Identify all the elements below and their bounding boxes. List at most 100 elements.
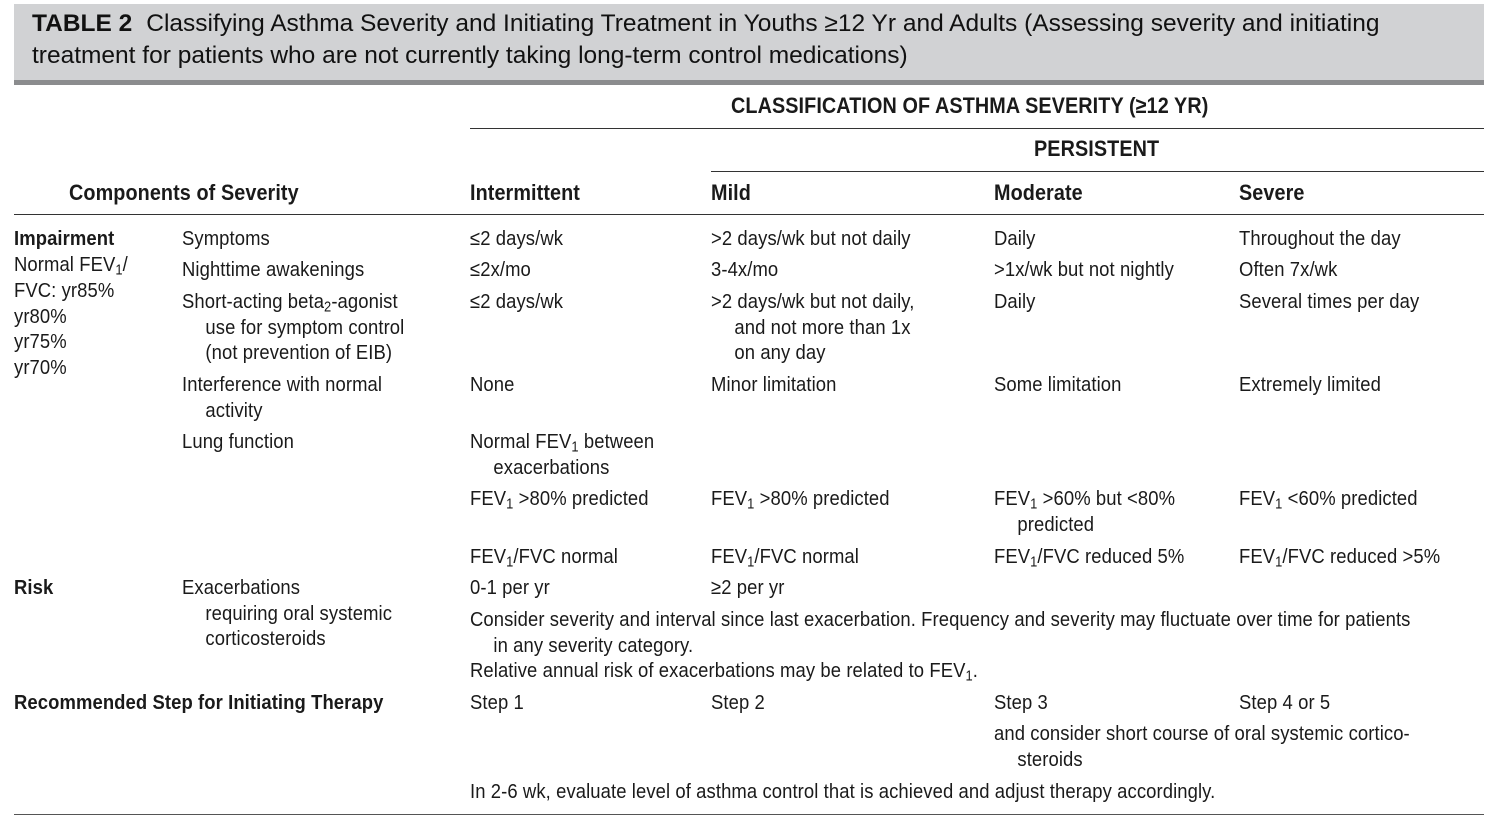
- step-mild: Step 2: [711, 691, 765, 714]
- fev-word: FEV: [470, 487, 507, 510]
- risk-persistent: ≥2 per yr: [711, 576, 785, 599]
- steroid-note-line1: and consider short course of oral system…: [994, 722, 1410, 745]
- ratio-intermittent: FEV1/FVC normal: [470, 544, 618, 570]
- fev-word: FEV: [711, 545, 748, 568]
- fev-subscript: 1: [1030, 496, 1038, 513]
- steroid-note-line2: steroids: [1017, 748, 1083, 771]
- fev-subscript: 1: [506, 496, 514, 513]
- classification-rule: [470, 128, 1484, 129]
- fev-severe: FEV1 <60% predicted: [1239, 486, 1418, 512]
- nighttime-moderate: >1x/wk but not nightly: [994, 258, 1174, 281]
- ratio-moderate: FEV1/FVC reduced 5%: [994, 544, 1184, 570]
- nighttime-severe: Often 7x/wk: [1239, 258, 1338, 281]
- table-bottom-rule: [14, 814, 1484, 815]
- risk-note-line2: in any severity category.: [493, 634, 694, 657]
- caption-rule: [14, 80, 1484, 85]
- fev-word: FEV: [1239, 487, 1276, 510]
- fev-intermittent-value: >80% predicted: [513, 487, 649, 510]
- interference-mild: Minor limitation: [711, 373, 837, 396]
- symptoms-mild: >2 days/wk but not daily: [711, 227, 911, 250]
- ratio-moderate-value: reduced 5%: [1079, 545, 1185, 568]
- fev-mild: FEV1 >80% predicted: [711, 486, 890, 512]
- saba-mild-line2: and not more than 1x: [734, 316, 911, 339]
- persistent-rule: [711, 171, 1484, 172]
- interference-label-line1: Interference with normal: [182, 373, 383, 396]
- lung-normal-post: between: [578, 430, 655, 453]
- table-caption: TABLE 2 Classifying Asthma Severity and I…: [14, 4, 1484, 80]
- intermittent-header: Intermittent: [470, 180, 580, 205]
- risk-title: Risk: [14, 576, 54, 599]
- symptoms-intermittent: ≤2 days/wk: [470, 227, 564, 250]
- impairment-normal-line1: Normal FEV1/: [14, 252, 128, 278]
- saba-mild-line1: >2 days/wk but not daily,: [711, 290, 915, 313]
- caption-text: TABLE 2 Classifying Asthma Severity and I…: [32, 8, 1466, 72]
- impairment-normal-text: Normal FEV: [14, 253, 116, 276]
- impairment-age-line: yr80%: [14, 305, 67, 328]
- risk-intermittent: 0-1 per yr: [470, 576, 550, 599]
- beta-subscript: 2: [324, 299, 332, 316]
- step-moderate: Step 3: [994, 691, 1048, 714]
- lung-normal-line2: exacerbations: [493, 456, 610, 479]
- saba-label-pre: Short-acting beta: [182, 290, 325, 313]
- ratio-fvc: /FVC: [1282, 545, 1325, 568]
- lung-normal-pre: Normal FEV: [470, 430, 572, 453]
- symptoms-severe: Throughout the day: [1239, 227, 1401, 250]
- risk-note-period: .: [972, 659, 979, 682]
- impairment-age-line: yr70%: [14, 356, 67, 379]
- fev-mild-value: >80% predicted: [754, 487, 890, 510]
- components-header: Components of Severity: [69, 180, 299, 205]
- risk-note-line1: Consider severity and interval since las…: [470, 608, 1411, 631]
- header-bottom-rule: [14, 214, 1484, 215]
- fev-word: FEV: [994, 545, 1031, 568]
- fev-severe-value: <60% predicted: [1282, 487, 1418, 510]
- saba-moderate: Daily: [994, 290, 1036, 313]
- saba-severe: Several times per day: [1239, 290, 1420, 313]
- persistent-header: PERSISTENT: [1034, 136, 1160, 161]
- fev-subscript: 1: [1275, 554, 1283, 571]
- classification-header: CLASSIFICATION OF ASTHMA SEVERITY (≥12 Y…: [731, 93, 1209, 118]
- fev-word: FEV: [711, 487, 748, 510]
- severe-header: Severe: [1239, 180, 1305, 205]
- fev-subscript: 1: [115, 262, 123, 279]
- ratio-mild: FEV1/FVC normal: [711, 544, 859, 570]
- table-title: Classifying Asthma Severity and Initiati…: [32, 10, 1380, 69]
- symptoms-label: Symptoms: [182, 227, 270, 250]
- step-severe: Step 4 or 5: [1239, 691, 1331, 714]
- risk-label-line2: requiring oral systemic: [205, 602, 393, 625]
- saba-label-post: -agonist: [331, 290, 398, 313]
- symptoms-moderate: Daily: [994, 227, 1036, 250]
- ratio-severe: FEV1/FVC reduced >5%: [1239, 544, 1440, 570]
- impairment-age-line: yr75%: [14, 330, 67, 353]
- risk-note-line3: Relative annual risk of exacerbations ma…: [470, 658, 978, 684]
- nighttime-label: Nighttime awakenings: [182, 258, 365, 281]
- ratio-intermittent-value: normal: [555, 545, 618, 568]
- fev-moderate-line1: FEV1 >60% but <80%: [994, 486, 1175, 512]
- saba-label-line3: (not prevention of EIB): [205, 341, 393, 364]
- mild-header: Mild: [711, 180, 751, 205]
- interference-label-line2: activity: [205, 399, 263, 422]
- table-label: TABLE 2: [32, 10, 133, 37]
- recommended-title: Recommended Step for Initiating Therapy: [14, 691, 384, 714]
- interference-severe: Extremely limited: [1239, 373, 1381, 396]
- impairment-title: Impairment: [14, 227, 115, 250]
- interference-intermittent: None: [470, 373, 515, 396]
- fev-word: FEV: [994, 487, 1031, 510]
- impairment-normal-slash: /: [122, 253, 128, 276]
- fev-moderate-line2: predicted: [1017, 513, 1095, 536]
- fev-moderate-value: >60% but <80%: [1037, 487, 1176, 510]
- risk-label-line3: corticosteroids: [205, 627, 326, 650]
- saba-label-line1: Short-acting beta2-agonist: [182, 289, 398, 315]
- risk-label-line1: Exacerbations: [182, 576, 301, 599]
- saba-intermittent: ≤2 days/wk: [470, 290, 564, 313]
- fev-subscript: 1: [506, 554, 514, 571]
- nighttime-mild: 3-4x/mo: [711, 258, 779, 281]
- fev-word: FEV: [470, 545, 507, 568]
- fev-subscript: 1: [965, 668, 973, 685]
- ratio-fvc: /FVC: [1037, 545, 1080, 568]
- saba-mild-line3: on any day: [734, 341, 826, 364]
- impairment-normal-line2: FVC: yr85%: [14, 279, 115, 302]
- followup-note: In 2-6 wk, evaluate level of asthma cont…: [470, 780, 1216, 803]
- fev-word: FEV: [1239, 545, 1276, 568]
- ratio-mild-value: normal: [796, 545, 859, 568]
- step-intermittent: Step 1: [470, 691, 524, 714]
